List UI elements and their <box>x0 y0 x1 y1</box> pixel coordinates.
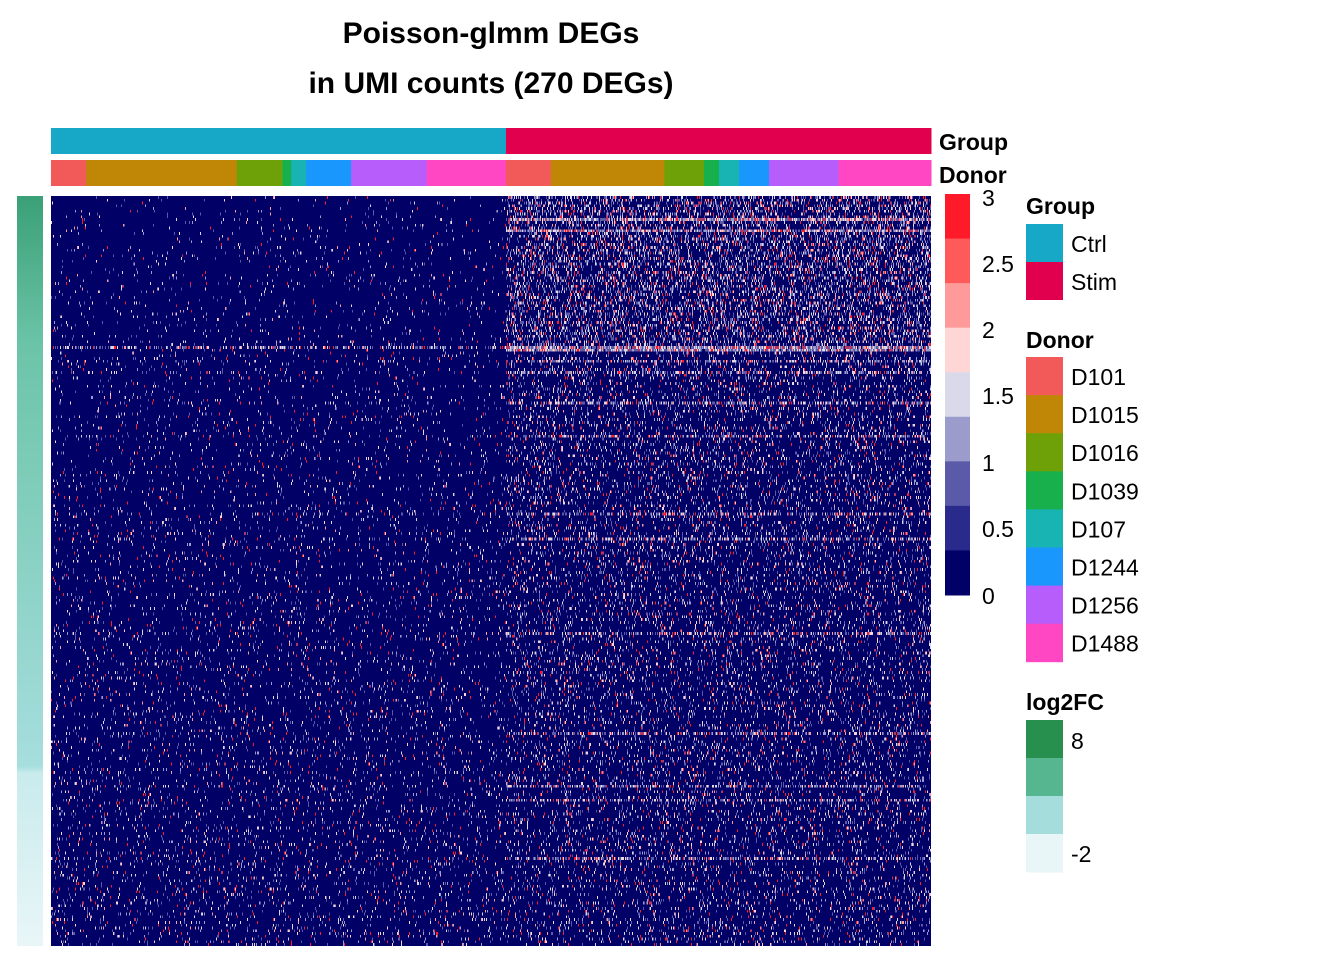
donor-bar-segment-d1256 <box>769 160 840 186</box>
donor-legend-swatch <box>1026 585 1063 625</box>
log2fc-legend-swatch <box>1026 758 1063 797</box>
donor-legend-swatch <box>1026 509 1063 548</box>
log2fc-legend-swatch <box>1026 834 1063 873</box>
donor-bar-segment-d1015 <box>86 160 238 186</box>
color-scale-legend: 3 2.5 2 1.5 1 0.5 0 <box>945 185 1014 609</box>
donor-legend-label: D1015 <box>1071 402 1139 428</box>
donor-legend-label: D107 <box>1071 516 1126 542</box>
group-legend: Group Ctrl Stim <box>1026 193 1117 300</box>
color-scale-swatch <box>945 550 970 596</box>
group-annotation-label: Group <box>939 129 1008 155</box>
donor-bar-segment-d1016 <box>664 160 705 186</box>
color-scale-swatch <box>945 416 970 462</box>
donor-legend-label: D1039 <box>1071 478 1139 504</box>
color-scale-swatch <box>945 327 970 373</box>
color-scale-tick-label: 2 <box>982 317 995 343</box>
donor-legend-swatch <box>1026 395 1063 434</box>
donor-legend-swatch <box>1026 433 1063 472</box>
donor-bar-segment-d1256 <box>351 160 428 186</box>
donor-annotation-label: Donor <box>939 162 1007 188</box>
group-bar-segment-stim <box>505 128 932 154</box>
group-legend-swatch <box>1026 262 1063 300</box>
group-bar-segment-ctrl <box>51 128 507 154</box>
donor-annotation-bar <box>51 160 932 186</box>
donor-legend-label: D1016 <box>1071 440 1139 466</box>
log2fc-row-annotation <box>17 196 43 946</box>
color-scale-swatch <box>945 505 970 551</box>
donor-legend-swatch <box>1026 357 1063 396</box>
donor-bar-segment-d101 <box>505 160 552 186</box>
heatmap-matrix <box>51 196 931 946</box>
donor-legend: Donor D101 D1015 D1016 D1039 D107 D1244 D1256 D1… <box>1026 327 1139 663</box>
color-scale-tick-label: 0 <box>982 583 995 609</box>
group-legend-title: Group <box>1026 193 1095 219</box>
donor-legend-label: D1256 <box>1071 593 1139 619</box>
log2fc-legend: log2FC 8 -2 <box>1026 689 1104 873</box>
color-scale-tick-label: 0.5 <box>982 516 1014 542</box>
donor-bar-segment-d1039 <box>282 160 292 186</box>
donor-bar-segment-d1039 <box>703 160 720 186</box>
donor-legend-swatch <box>1026 471 1063 510</box>
chart-title-line2: in UMI counts (270 DEGs) <box>308 67 673 100</box>
donor-legend-title: Donor <box>1026 327 1094 353</box>
color-scale-swatch <box>945 461 970 507</box>
donor-legend-swatch <box>1026 623 1063 663</box>
color-scale-swatch <box>945 238 970 284</box>
donor-bar-segment-d1244 <box>306 160 352 186</box>
donor-bar-segment-d1016 <box>236 160 283 186</box>
color-scale-tick-label: 1 <box>982 450 995 476</box>
color-scale-swatch <box>945 194 970 240</box>
log2fc-legend-title: log2FC <box>1026 689 1104 715</box>
donor-bar-segment-d101 <box>51 160 87 186</box>
donor-bar-segment-d1488 <box>838 160 932 186</box>
log2fc-legend-label-max: 8 <box>1071 728 1084 754</box>
donor-legend-swatch <box>1026 547 1063 586</box>
donor-bar-segment-d107 <box>291 160 307 186</box>
donor-legend-label: D101 <box>1071 364 1126 390</box>
donor-bar-segment-d1244 <box>739 160 770 186</box>
donor-bar-segment-d107 <box>718 160 740 186</box>
color-scale-tick-label: 1.5 <box>982 383 1014 409</box>
group-legend-label: Stim <box>1071 269 1117 295</box>
donor-bar-segment-d1015 <box>550 160 665 186</box>
log2fc-annotation-strip <box>17 196 43 946</box>
log2fc-legend-swatch <box>1026 796 1063 835</box>
log2fc-legend-swatch <box>1026 720 1063 759</box>
color-scale-tick-label: 3 <box>982 185 995 211</box>
group-legend-swatch <box>1026 224 1063 262</box>
color-scale-swatch <box>945 372 970 418</box>
group-annotation-bar <box>51 128 932 154</box>
group-legend-label: Ctrl <box>1071 231 1107 257</box>
log2fc-legend-label-min: -2 <box>1071 841 1091 867</box>
donor-legend-label: D1488 <box>1071 631 1139 657</box>
donor-legend-label: D1244 <box>1071 555 1139 581</box>
color-scale-tick-label: 2.5 <box>982 251 1014 277</box>
donor-bar-segment-d1488 <box>426 160 507 186</box>
color-scale-swatch <box>945 283 970 329</box>
chart-title-line1: Poisson-glmm DEGs <box>343 17 640 50</box>
